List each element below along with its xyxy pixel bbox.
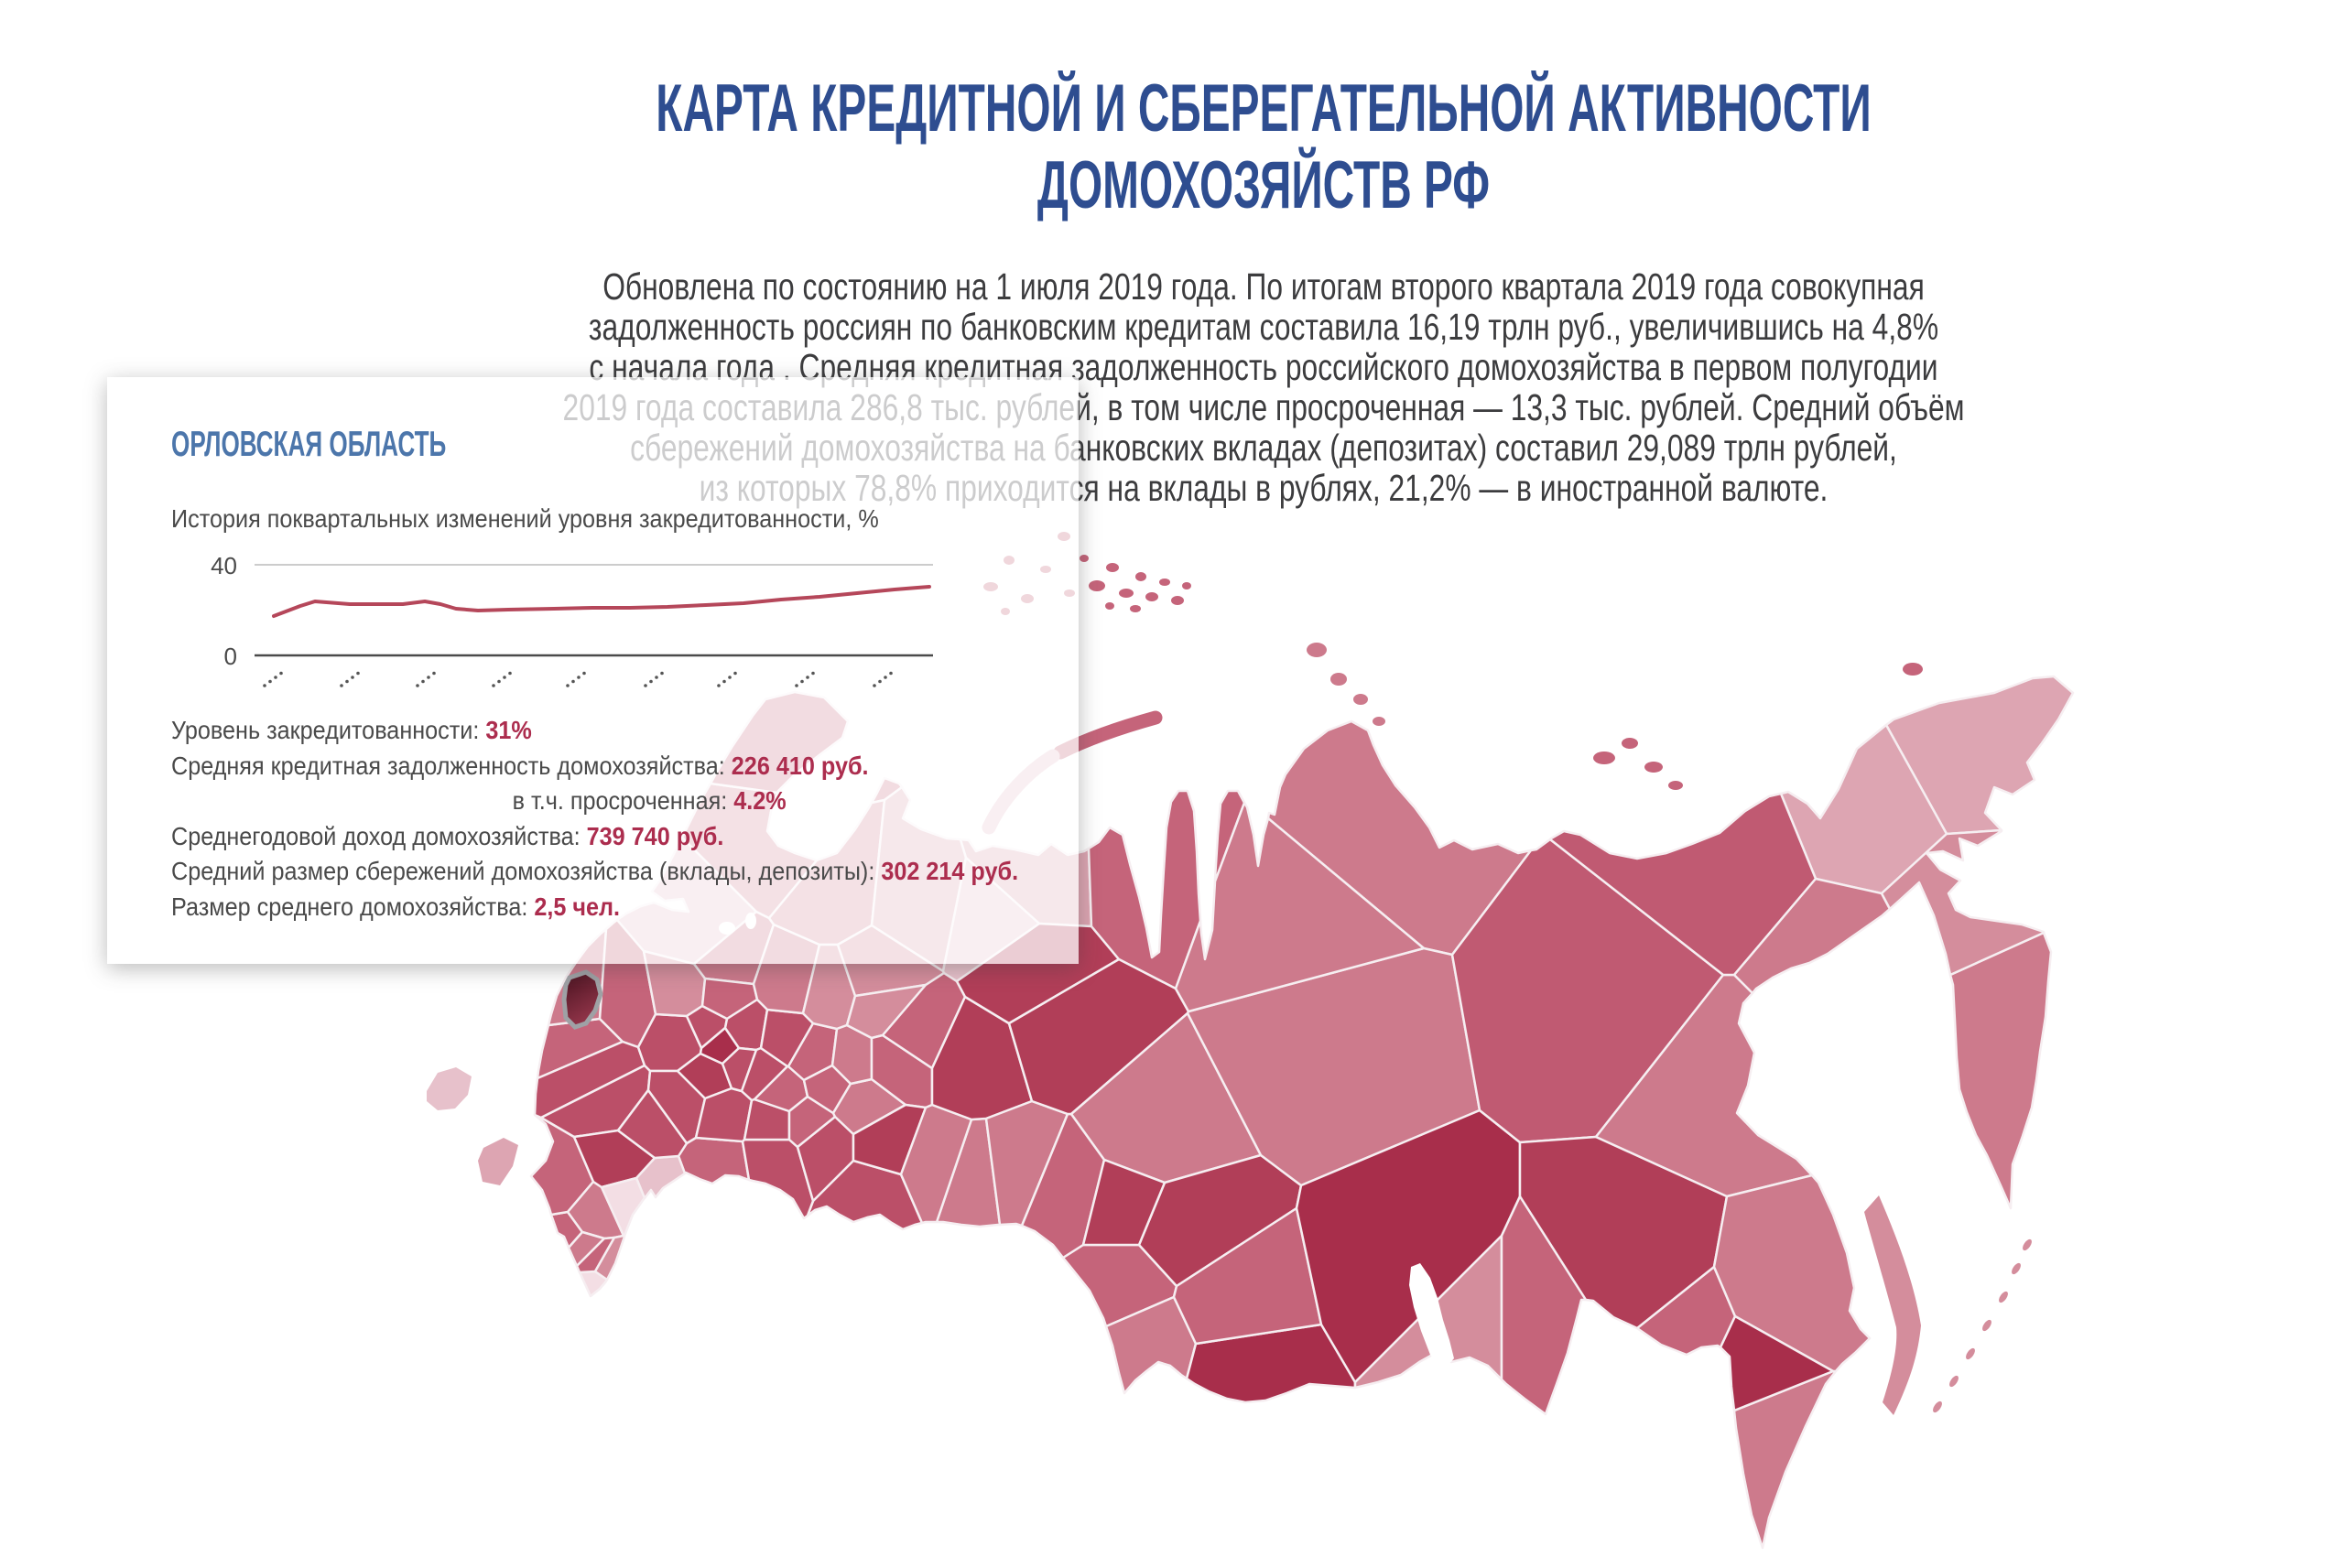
svg-text:0: 0 — [224, 643, 237, 670]
svg-text:40: 40 — [211, 552, 237, 579]
